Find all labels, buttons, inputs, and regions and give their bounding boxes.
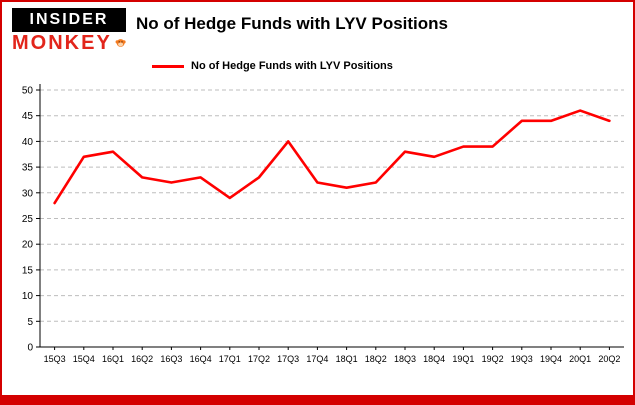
y-tick-label: 45 bbox=[22, 111, 34, 122]
bottom-red-bar bbox=[2, 395, 633, 403]
logo-insider-text: INSIDER bbox=[12, 8, 126, 32]
monkey-icon bbox=[115, 39, 126, 47]
x-tick-label: 16Q4 bbox=[190, 354, 212, 364]
x-tick-label: 19Q4 bbox=[540, 354, 562, 364]
x-tick-label: 17Q4 bbox=[306, 354, 328, 364]
x-tick-label: 17Q2 bbox=[248, 354, 270, 364]
y-tick-label: 10 bbox=[22, 291, 34, 302]
x-tick-label: 18Q1 bbox=[336, 354, 358, 364]
y-tick-label: 25 bbox=[22, 214, 34, 225]
chart-legend: No of Hedge Funds with LYV Positions bbox=[152, 60, 393, 72]
x-tick-label: 19Q3 bbox=[511, 354, 533, 364]
insider-monkey-logo: INSIDER MONKEY bbox=[12, 8, 126, 53]
x-tick-label: 18Q2 bbox=[365, 354, 387, 364]
line-chart: 0 5 10 15 20 25 30 35 40 45 50 15Q3 15Q4 16Q1 16Q2 16Q3… bbox=[22, 84, 624, 364]
y-tick-label: 15 bbox=[22, 265, 34, 276]
logo-monkey-row: MONKEY bbox=[12, 33, 126, 53]
y-tick-label: 20 bbox=[22, 240, 34, 251]
y-tick-label: 5 bbox=[27, 317, 33, 328]
x-tick-label: 16Q1 bbox=[102, 354, 124, 364]
y-tick-label: 30 bbox=[22, 188, 34, 199]
x-tick-label: 19Q2 bbox=[482, 354, 504, 364]
logo-monkey-text: MONKEY bbox=[12, 32, 112, 54]
x-tick-label: 18Q3 bbox=[394, 354, 416, 364]
x-tick-label: 17Q3 bbox=[277, 354, 299, 364]
page-title: No of Hedge Funds with LYV Positions bbox=[136, 14, 448, 33]
x-tick-label: 17Q1 bbox=[219, 354, 241, 364]
series-line bbox=[53, 109, 611, 205]
x-tick-label: 18Q4 bbox=[423, 354, 445, 364]
y-tick-label: 0 bbox=[27, 343, 33, 354]
y-tick-label: 40 bbox=[22, 137, 34, 148]
y-tick-label: 50 bbox=[22, 86, 34, 97]
x-tick-label: 20Q1 bbox=[569, 354, 591, 364]
x-tick-label: 16Q3 bbox=[160, 354, 182, 364]
x-tick-label: 15Q4 bbox=[73, 354, 95, 364]
x-tick-label: 16Q2 bbox=[131, 354, 153, 364]
legend-line-swatch bbox=[152, 64, 184, 68]
x-tick-label: 15Q3 bbox=[44, 354, 66, 364]
legend-label: No of Hedge Funds with LYV Positions bbox=[191, 60, 393, 72]
x-tick-label: 20Q2 bbox=[598, 354, 620, 364]
x-tick-label: 19Q1 bbox=[452, 354, 474, 364]
y-tick-label: 35 bbox=[22, 163, 34, 174]
